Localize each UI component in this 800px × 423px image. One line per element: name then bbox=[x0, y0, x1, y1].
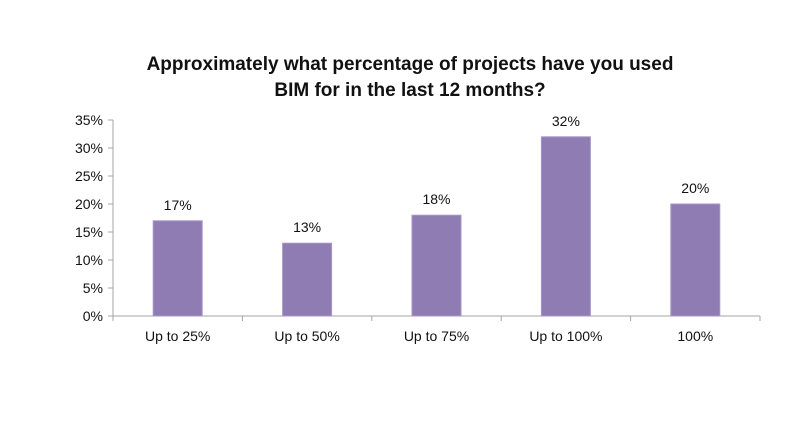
data-label: 17% bbox=[164, 197, 192, 213]
y-tick-label: 5% bbox=[83, 280, 103, 296]
chart-title: Approximately what percentage of project… bbox=[0, 52, 800, 104]
y-tick-label: 10% bbox=[75, 252, 103, 268]
bar bbox=[540, 136, 591, 317]
y-tick-label: 20% bbox=[75, 196, 103, 212]
bar bbox=[411, 214, 462, 317]
x-tick-label: 100% bbox=[677, 328, 713, 344]
y-tick-label: 15% bbox=[75, 224, 103, 240]
chart-title-line-1: Approximately what percentage of project… bbox=[146, 54, 674, 75]
x-tick-label: Up to 75% bbox=[404, 328, 469, 344]
y-tick-label: 0% bbox=[83, 308, 103, 324]
data-label: 20% bbox=[681, 180, 709, 196]
chart-title-line-2: BIM for in the last 12 months? bbox=[274, 80, 546, 101]
bar bbox=[282, 242, 333, 317]
y-tick-label: 25% bbox=[75, 168, 103, 184]
x-tick-label: Up to 100% bbox=[529, 328, 602, 344]
data-label: 18% bbox=[422, 191, 450, 207]
data-label: 13% bbox=[293, 219, 321, 235]
y-tick-label: 35% bbox=[75, 112, 103, 128]
x-tick-label: Up to 25% bbox=[145, 328, 210, 344]
x-tick-label: Up to 50% bbox=[274, 328, 339, 344]
y-tick-label: 30% bbox=[75, 140, 103, 156]
data-label: 32% bbox=[552, 113, 580, 129]
bar bbox=[152, 220, 203, 317]
bar bbox=[670, 203, 721, 317]
